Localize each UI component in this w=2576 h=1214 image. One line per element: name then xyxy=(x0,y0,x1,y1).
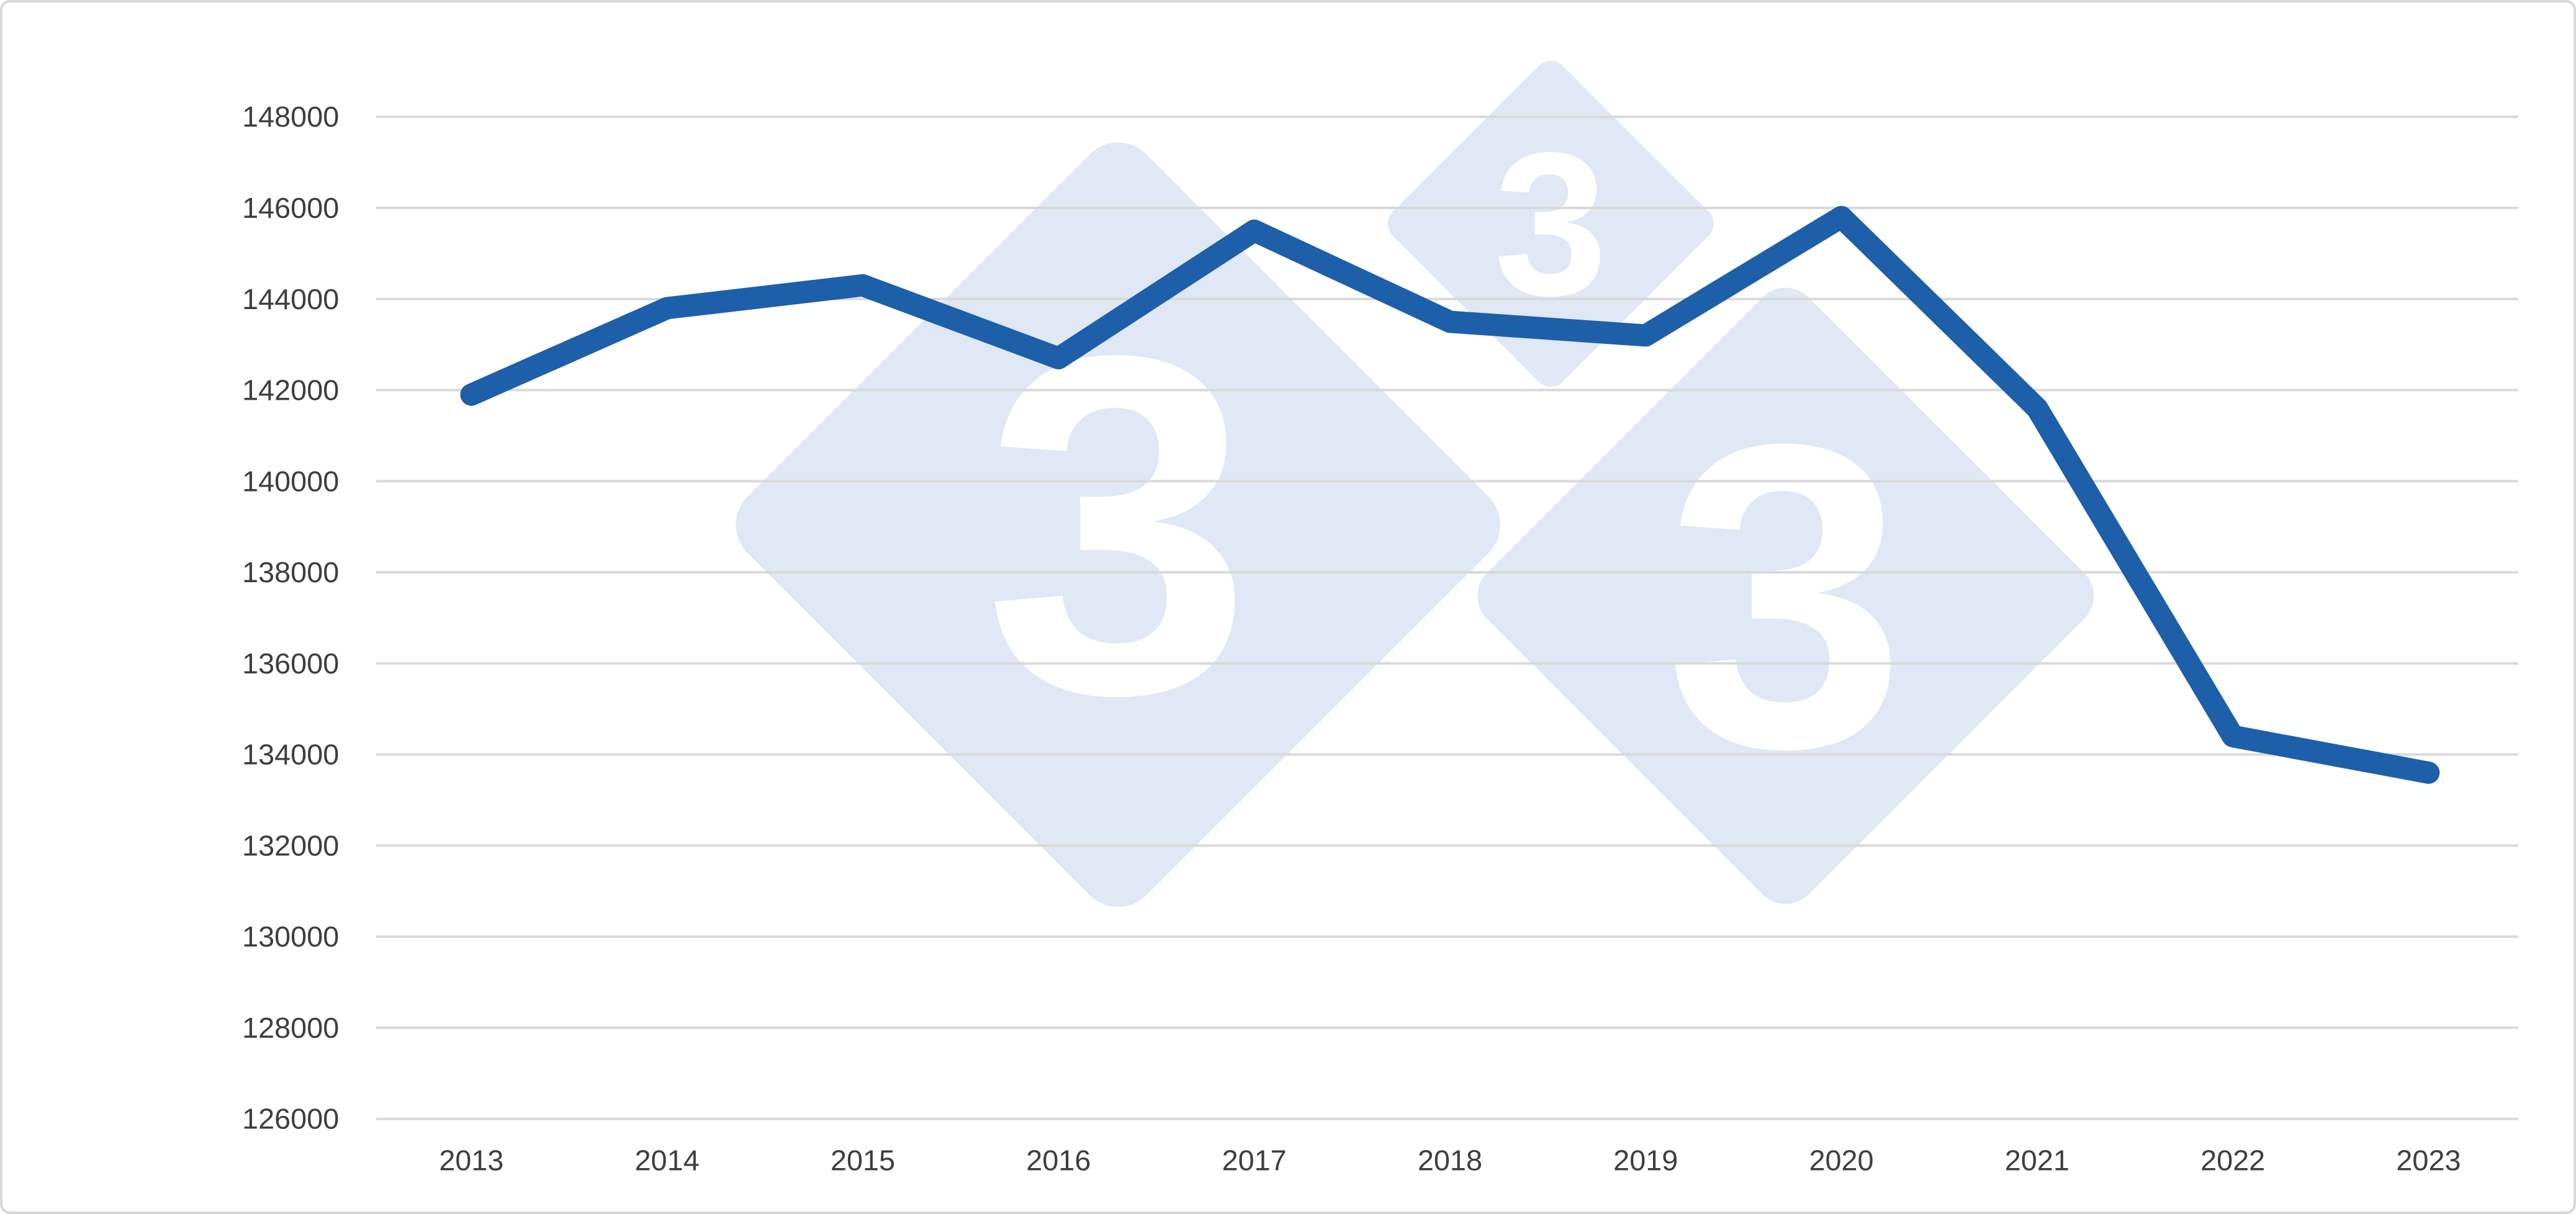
x-tick-label-2018: 2018 xyxy=(1418,1144,1482,1176)
x-tick-label-2022: 2022 xyxy=(2200,1144,2265,1176)
x-tick-label-2023: 2023 xyxy=(2396,1144,2461,1176)
x-tick-label-2017: 2017 xyxy=(1222,1144,1287,1176)
y-tick-label-132000: 132000 xyxy=(242,829,339,861)
y-axis-tick-labels: 126000 128000 130000 132000 134000 136000 1380… xyxy=(242,101,339,1135)
x-tick-label-2020: 2020 xyxy=(1809,1144,1873,1176)
y-tick-label-126000: 126000 xyxy=(242,1103,339,1135)
watermark-diamond-icon xyxy=(1477,287,2094,904)
x-tick-label-2014: 2014 xyxy=(635,1144,700,1176)
x-tick-label-2021: 2021 xyxy=(2005,1144,2069,1176)
x-tick-label-2013: 2013 xyxy=(439,1144,503,1176)
watermark-diamond-icon xyxy=(1387,61,1714,387)
y-tick-label-134000: 134000 xyxy=(242,739,339,771)
y-tick-label-144000: 144000 xyxy=(242,283,339,315)
y-tick-label-136000: 136000 xyxy=(242,647,339,680)
watermark-diamond-icon xyxy=(736,142,1500,907)
x-tick-label-2016: 2016 xyxy=(1026,1144,1091,1176)
x-tick-label-2019: 2019 xyxy=(1613,1144,1678,1176)
y-tick-label-146000: 146000 xyxy=(242,192,339,224)
watermark-3-glyph: 3 xyxy=(1665,354,1906,838)
x-tick-label-2015: 2015 xyxy=(831,1144,895,1176)
y-tick-label-140000: 140000 xyxy=(242,465,339,497)
data-series-layer xyxy=(460,205,2440,784)
gridline-layer xyxy=(376,115,2518,1120)
watermark-layer: 333 xyxy=(736,61,2094,907)
y-tick-label-148000: 148000 xyxy=(242,101,339,133)
y-tick-label-138000: 138000 xyxy=(242,556,339,588)
x-axis-tick-labels: 2013 2014 2015 2016 2017 2018 2019 2020 2021 2022… xyxy=(439,1144,2461,1176)
y-tick-label-130000: 130000 xyxy=(242,920,339,953)
y-tick-label-128000: 128000 xyxy=(242,1012,339,1044)
y-tick-label-142000: 142000 xyxy=(242,374,339,407)
data-line-annual-value xyxy=(460,205,2440,784)
watermark-3-glyph: 3 xyxy=(1494,110,1608,338)
